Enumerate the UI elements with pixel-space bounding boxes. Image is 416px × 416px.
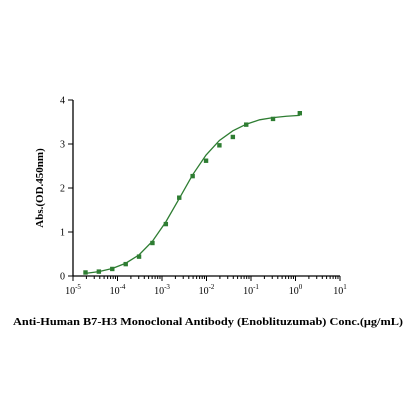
y-tick-label: 4 <box>60 96 65 107</box>
x-tick-label: 10-4 <box>110 283 126 297</box>
data-point <box>150 240 155 246</box>
x-axis-title: Anti-Human B7-H3 Monoclonal Antibody (En… <box>13 316 403 328</box>
x-tick-exponent: -4 <box>120 283 126 291</box>
x-tick-base: 10 <box>154 286 164 297</box>
x-tick-label: 100 <box>289 283 303 297</box>
x-tick-exponent: -3 <box>164 283 170 291</box>
y-tick-label: 1 <box>60 228 65 239</box>
data-point <box>217 143 222 148</box>
x-tick-exponent: 0 <box>299 283 303 291</box>
x-tick-base: 10 <box>243 286 253 297</box>
y-ticks: 0 1 2 3 4 <box>60 96 73 283</box>
x-tick-exponent: 1 <box>343 283 347 291</box>
x-tick-label: 10-3 <box>154 283 170 297</box>
data-point <box>163 221 169 227</box>
data-points <box>83 111 303 275</box>
y-tick-label: 2 <box>60 184 65 195</box>
data-point <box>270 116 276 122</box>
y-tick-label: 3 <box>60 140 65 151</box>
data-point <box>177 195 182 200</box>
data-point <box>203 158 209 163</box>
x-tick-exponent: -2 <box>209 283 215 291</box>
x-ticks: 10-5 10-4 10-3 10-2 10-1 100 101 <box>65 276 347 297</box>
data-point <box>190 173 195 179</box>
x-tick-base: 10 <box>199 286 209 297</box>
data-point <box>110 266 115 272</box>
data-point <box>96 269 102 274</box>
data-point <box>244 122 249 127</box>
x-tick-base: 10 <box>110 286 120 297</box>
data-point <box>83 270 88 275</box>
x-tick-label: 101 <box>333 283 347 297</box>
fit-curve <box>85 114 300 275</box>
x-tick-base: 10 <box>289 286 299 297</box>
data-point <box>136 254 142 259</box>
x-tick-label: 10-2 <box>199 283 215 297</box>
x-tick-exponent: -5 <box>75 283 81 291</box>
y-tick-label: 0 <box>60 272 65 283</box>
x-tick-base: 10 <box>333 286 343 297</box>
x-tick-label: 10-1 <box>243 283 259 297</box>
y-axis-title: Abs.(OD.450nm) <box>34 148 46 228</box>
data-point <box>230 134 236 140</box>
data-point <box>297 111 303 116</box>
x-tick-base: 10 <box>65 286 75 297</box>
data-point <box>123 261 128 267</box>
x-tick-exponent: -1 <box>253 283 259 291</box>
x-tick-label: 10-5 <box>65 283 81 297</box>
